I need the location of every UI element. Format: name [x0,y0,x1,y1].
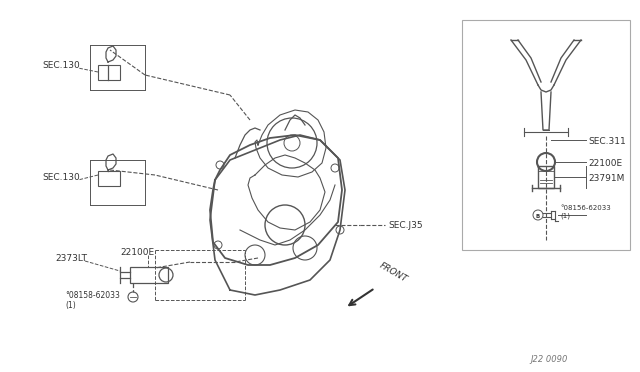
Text: 2373LT: 2373LT [55,254,87,263]
Text: °08158-62033
(1): °08158-62033 (1) [65,291,120,310]
Text: J22 0090: J22 0090 [530,355,568,364]
Text: B: B [536,214,540,219]
Bar [98,171,120,186]
Text: 22100E: 22100E [120,248,154,257]
Text: °08156-62033
(1): °08156-62033 (1) [560,205,611,218]
Text: 23791M: 23791M [588,174,625,183]
Text: FRONT: FRONT [378,261,409,284]
Text: SEC.130: SEC.130 [42,173,80,182]
Text: SEC.130: SEC.130 [42,61,80,70]
Text: 22100E: 22100E [588,159,622,168]
Bar [130,267,168,283]
Bar [98,65,120,80]
Bar [538,166,554,188]
Bar [462,20,630,250]
Text: SEC.J35: SEC.J35 [388,221,422,230]
Text: SEC.311: SEC.311 [588,137,626,146]
